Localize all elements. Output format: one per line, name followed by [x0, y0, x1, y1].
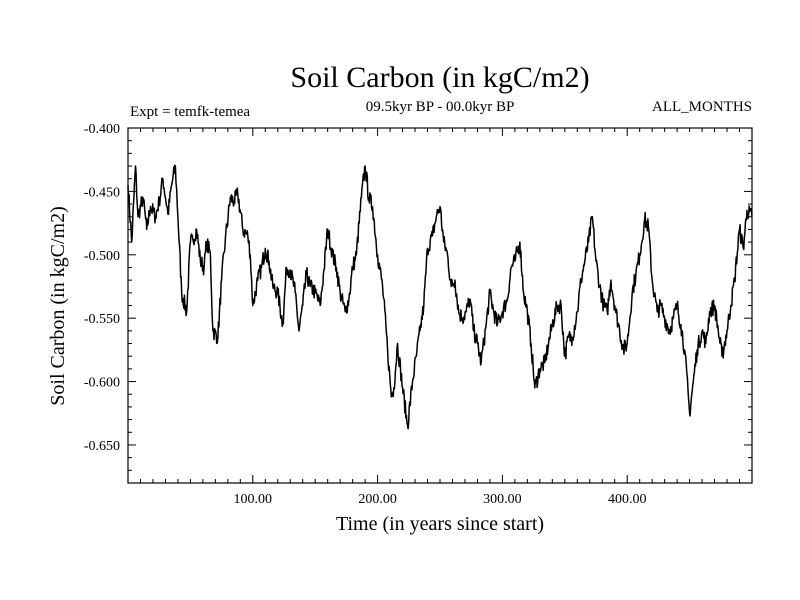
months-label: ALL_MONTHS [652, 99, 752, 115]
y-tick-labels: -0.400 -0.450 -0.500 -0.550 -0.600 -0.650 [84, 122, 120, 454]
y-tick-label: -0.600 [84, 376, 120, 391]
chart-title: Soil Carbon (in kgC/m2) [290, 61, 589, 94]
axis-ticks [127, 127, 753, 484]
y-tick-label: -0.400 [84, 122, 120, 137]
x-tick-label: 200.00 [358, 492, 397, 507]
x-tick-label: 300.00 [483, 492, 522, 507]
x-tick-labels: 100.00 200.00 300.00 400.00 [234, 492, 647, 507]
x-axis-label: Time (in years since start) [336, 513, 544, 535]
x-tick-label: 400.00 [608, 492, 647, 507]
y-tick-label: -0.550 [84, 312, 120, 327]
y-axis-label: Soil Carbon (in kgC/m2) [47, 206, 69, 405]
y-tick-label: -0.500 [84, 249, 120, 264]
y-tick-label: -0.650 [84, 439, 120, 454]
time-range-label: 09.5kyr BP - 00.0kyr BP [366, 99, 515, 115]
y-tick-label: -0.450 [84, 185, 120, 200]
experiment-label: Expt = temfk-temea [130, 104, 250, 120]
x-tick-label: 100.00 [234, 492, 273, 507]
plot-frame [127, 127, 753, 484]
series-line [127, 164, 753, 430]
